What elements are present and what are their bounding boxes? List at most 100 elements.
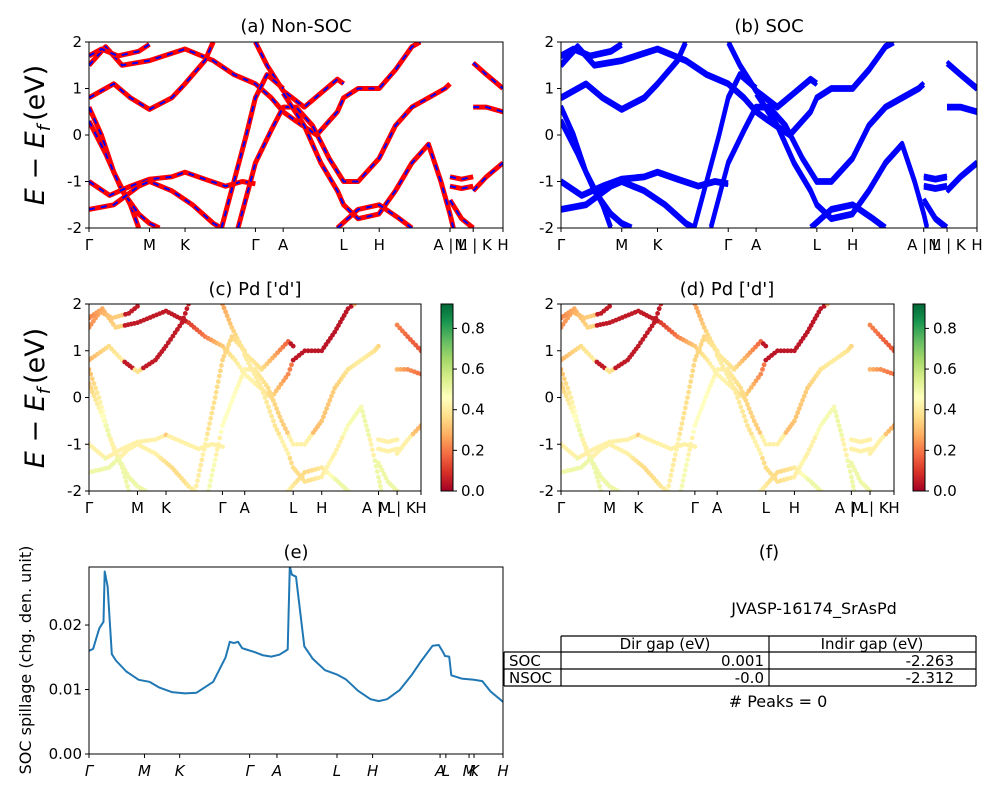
band-point [278, 435, 283, 440]
band-point [394, 437, 400, 442]
band-point [731, 385, 737, 391]
band-point [211, 462, 217, 468]
band-point [156, 435, 162, 441]
y-tick-label: 1 [544, 80, 554, 98]
band-spin-down [89, 120, 160, 228]
x-tick-label: M | K [455, 236, 494, 254]
band-point [661, 486, 667, 491]
band-point [785, 348, 790, 354]
band-point [738, 385, 744, 391]
band-point [227, 402, 233, 408]
band-point [234, 386, 240, 392]
band-point [106, 432, 112, 438]
soc-band [561, 42, 623, 57]
band-point [674, 447, 679, 452]
band-point [651, 320, 657, 326]
band-point [394, 488, 400, 491]
band-point [237, 364, 243, 370]
panel-f-summary: JVASP-16174_SrAsPd Dir gap (eV) Indir ga… [503, 599, 977, 711]
band-point [818, 488, 824, 491]
band-point [821, 304, 827, 309]
band-point [576, 427, 582, 433]
x-tick-label: M | K [928, 236, 967, 254]
band-point [246, 360, 251, 366]
band-point [795, 410, 801, 416]
band-point [267, 409, 273, 414]
y-tick-label: -1 [539, 435, 554, 453]
x-tick-label: A | L [433, 236, 467, 254]
axes-frame [88, 41, 504, 229]
band-point [874, 367, 880, 372]
band-point [751, 418, 757, 424]
band-point [709, 378, 715, 384]
band-point [248, 363, 253, 369]
band-point [561, 381, 564, 386]
band-point [655, 311, 660, 316]
band-point [818, 306, 824, 312]
band-point [736, 399, 742, 405]
table-cell-dir-gap: -0.0 [735, 669, 764, 687]
band-point [215, 379, 221, 384]
band-point [270, 418, 276, 424]
band-point [143, 488, 148, 491]
soc-band [561, 44, 623, 60]
band-spin-down [336, 203, 413, 228]
x-tick-label: K [180, 236, 191, 254]
y-tick-label: -2 [539, 219, 554, 237]
soc-band [947, 103, 977, 113]
band-point [718, 360, 724, 366]
band-point [566, 401, 572, 407]
band-point [179, 320, 185, 326]
band-point [378, 488, 384, 491]
band-spin-up [89, 179, 223, 228]
band-point [694, 305, 699, 311]
band-point [653, 315, 659, 321]
band-point [207, 421, 213, 426]
y-tick-label: 1 [72, 342, 82, 360]
band-point [803, 389, 809, 395]
soc-band [922, 200, 949, 228]
band-point [244, 356, 250, 362]
table-cell-indir-gap: -2.263 [906, 652, 954, 670]
band-point [394, 367, 400, 372]
band-point [235, 361, 240, 366]
x-tick-label: A [751, 236, 762, 254]
band-point [203, 436, 209, 442]
band-point [761, 362, 767, 368]
band-point [290, 343, 296, 349]
soc-band [754, 93, 929, 228]
band-point [96, 395, 102, 400]
band-point [305, 348, 311, 354]
colorbar-tick-label: 0.4 [933, 401, 957, 419]
band-point [216, 441, 221, 447]
band-point [563, 393, 569, 399]
band-point [334, 447, 339, 452]
band-point [418, 348, 421, 354]
band-point [680, 478, 686, 483]
band-point [257, 382, 263, 387]
x-tick-label: L [442, 762, 450, 780]
band-point [708, 382, 714, 388]
band-point [625, 437, 630, 442]
band-point [578, 432, 584, 438]
band-point [697, 410, 702, 416]
band-point [685, 395, 690, 400]
band-point [771, 441, 776, 447]
band-point [792, 418, 797, 424]
band-point [675, 441, 680, 447]
band-point [816, 427, 822, 432]
band-spin-up [89, 42, 151, 59]
x-tick-label: M [615, 236, 628, 254]
band-point [91, 393, 97, 399]
band-point [702, 398, 707, 404]
band-point [381, 471, 387, 477]
peaks-count: # Peaks = 0 [729, 692, 828, 711]
band-point [738, 404, 744, 410]
band-point [217, 435, 223, 441]
band-point [850, 464, 856, 470]
band-point [376, 460, 381, 466]
band-point [740, 409, 745, 414]
band-point [758, 451, 764, 456]
